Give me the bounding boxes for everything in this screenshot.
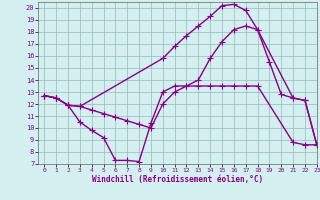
X-axis label: Windchill (Refroidissement éolien,°C): Windchill (Refroidissement éolien,°C) xyxy=(92,175,263,184)
